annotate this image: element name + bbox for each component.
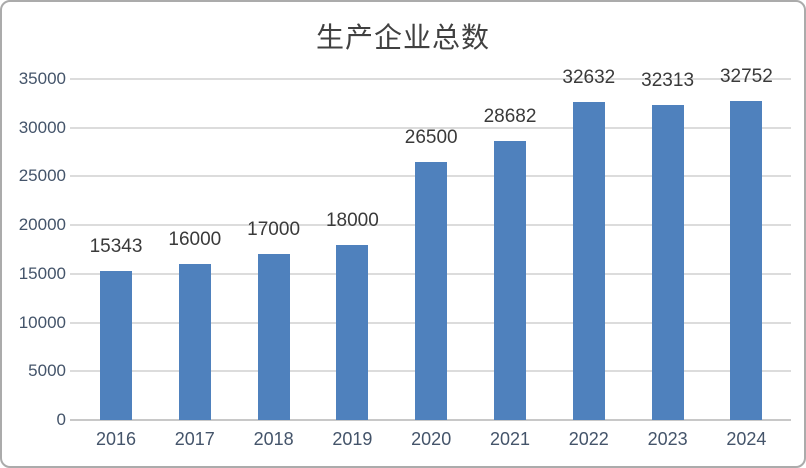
bar-2021 [494,140,526,420]
bar-value-label: 26500 [404,126,458,148]
bar-value-label: 28682 [483,105,537,127]
bar-value-label: 17000 [247,219,301,241]
y-axis-tick-label: 30000 [18,117,66,137]
y-axis-tick-label: 10000 [18,312,66,332]
chart-title: 生产企业总数 [315,21,490,54]
y-gridline [70,126,791,129]
y-axis-tick-label: 0 [56,410,66,429]
bar-2017 [178,264,211,420]
bar-value-label: 32752 [719,65,773,87]
x-axis-line [70,419,791,421]
bar-2020 [415,161,448,420]
x-axis-tick-label: 2022 [568,429,609,449]
x-axis-tick-label: 2020 [411,429,452,449]
y-gridline [70,78,791,80]
bar-value-label: 18000 [325,209,379,231]
x-axis-tick-label: 2017 [174,429,215,449]
x-axis-tick-label: 2019 [332,429,373,449]
x-axis-tick-label: 2018 [253,429,294,449]
x-axis-tick-label: 2023 [647,429,688,449]
y-axis-tick-label: 25000 [18,166,66,186]
bar-value-label: 32632 [562,67,616,89]
bar-2023 [651,105,684,420]
y-axis-tick-label: 20000 [18,215,66,235]
bar-value-label: 16000 [168,229,222,251]
bar-2019 [336,244,369,420]
bar-2018 [257,254,290,420]
y-axis-tick-label: 5000 [28,361,66,381]
x-axis-tick-label: 2024 [726,429,767,449]
y-axis-tick-label: 35000 [18,69,66,88]
bar-2016 [100,270,132,420]
y-axis-tick-label: 15000 [18,263,66,283]
x-axis-tick-label: 2021 [489,429,531,449]
bar-2024 [730,100,763,420]
bar-value-label: 15343 [89,235,143,257]
bar-value-label: 32313 [641,70,695,92]
bar-2022 [572,102,605,420]
x-axis-tick-label: 2016 [95,429,137,449]
